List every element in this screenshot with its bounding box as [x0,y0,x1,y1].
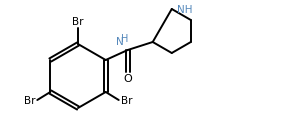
Text: Br: Br [121,96,132,106]
Text: Br: Br [72,17,84,27]
Text: NH: NH [177,5,192,15]
Text: H: H [121,34,128,44]
Text: Br: Br [24,96,35,106]
Text: O: O [123,74,132,84]
Text: N: N [116,37,124,47]
